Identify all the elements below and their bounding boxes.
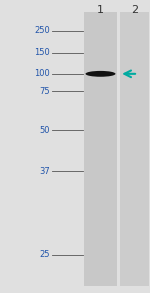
Text: 25: 25 xyxy=(40,251,50,259)
Text: 2: 2 xyxy=(131,5,138,15)
Text: 100: 100 xyxy=(34,69,50,78)
Text: 75: 75 xyxy=(40,87,50,96)
Text: 250: 250 xyxy=(34,26,50,35)
Bar xyxy=(84,12,117,286)
Ellipse shape xyxy=(85,71,116,77)
Bar xyxy=(120,12,149,286)
Text: 1: 1 xyxy=(97,5,104,15)
Text: 50: 50 xyxy=(40,126,50,135)
Text: 37: 37 xyxy=(39,167,50,176)
Text: 150: 150 xyxy=(34,48,50,57)
